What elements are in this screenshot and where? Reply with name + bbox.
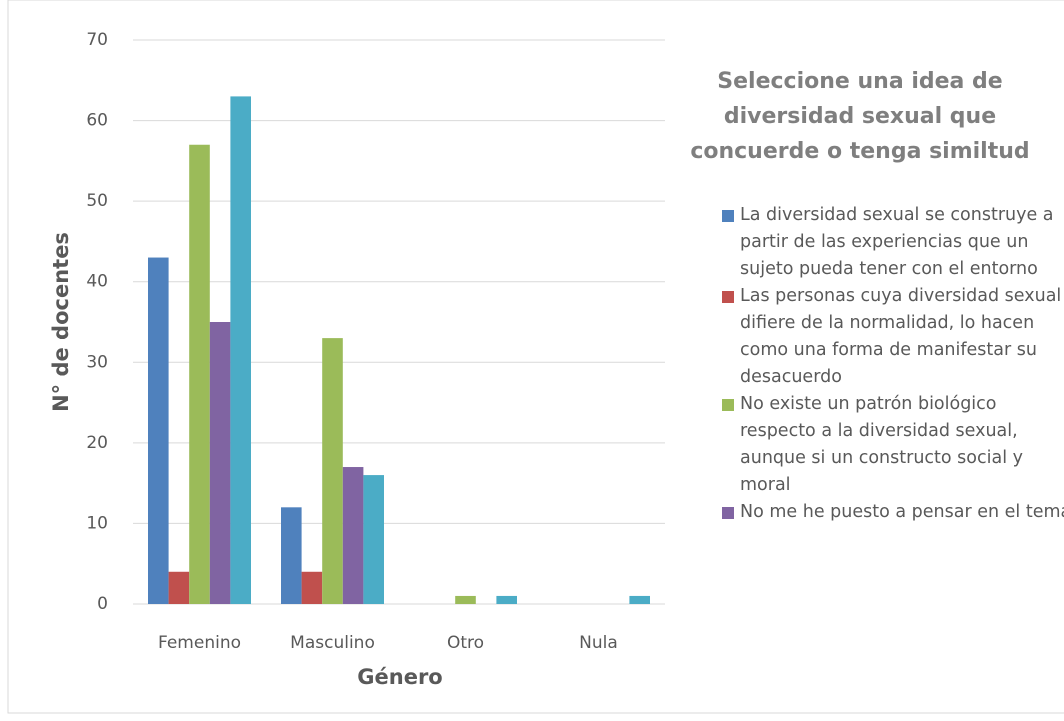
x-tick-label: Masculino (290, 633, 375, 653)
bar (363, 475, 384, 604)
bar (168, 571, 190, 604)
y-tick-label: 50 (86, 191, 108, 211)
legend: La diversidad sexual se construye a part… (722, 202, 1064, 526)
y-tick-label: 30 (86, 352, 108, 372)
bar (301, 571, 323, 604)
y-tick-label: 20 (86, 433, 108, 453)
legend-label: Las personas cuya diversidad sexual difi… (740, 286, 1062, 387)
bar (322, 338, 343, 604)
x-axis-label: Género (357, 665, 442, 689)
x-tick-label: Nula (579, 633, 618, 653)
chart-frame (7, 0, 1064, 714)
bar (281, 507, 302, 604)
legend-item: No existe un patrón biológico respecto a… (722, 391, 1064, 499)
bar (148, 257, 169, 604)
bar (455, 595, 476, 604)
legend-swatch (722, 399, 734, 411)
bar (230, 96, 251, 605)
y-tick-label: 0 (97, 594, 108, 614)
x-tick-label: Femenino (158, 633, 241, 653)
x-tick-label: Otro (447, 633, 484, 653)
bar (496, 595, 517, 604)
legend-swatch (722, 507, 734, 519)
bar (209, 322, 231, 604)
y-tick-label: 10 (86, 513, 108, 533)
legend-item: La diversidad sexual se construye a part… (722, 202, 1064, 283)
y-tick-label: 70 (86, 30, 108, 50)
legend-item: No me he puesto a pensar en el tema (722, 499, 1064, 526)
legend-item: Las personas cuya diversidad sexual difi… (722, 283, 1064, 391)
legend-title: Seleccione una idea de diversidad sexual… (690, 69, 1030, 164)
y-tick-label: 60 (86, 111, 108, 131)
y-axis-label: N° de docentes (49, 232, 73, 412)
legend-swatch (722, 210, 734, 222)
legend-label: No me he puesto a pensar en el tema (740, 502, 1064, 522)
y-tick-label: 40 (86, 272, 108, 292)
bar (629, 595, 650, 604)
legend-label: No existe un patrón biológico respecto a… (740, 394, 1023, 495)
bar (342, 467, 364, 604)
legend-swatch (722, 291, 734, 303)
legend-label: La diversidad sexual se construye a part… (740, 205, 1054, 279)
bar (189, 144, 210, 604)
